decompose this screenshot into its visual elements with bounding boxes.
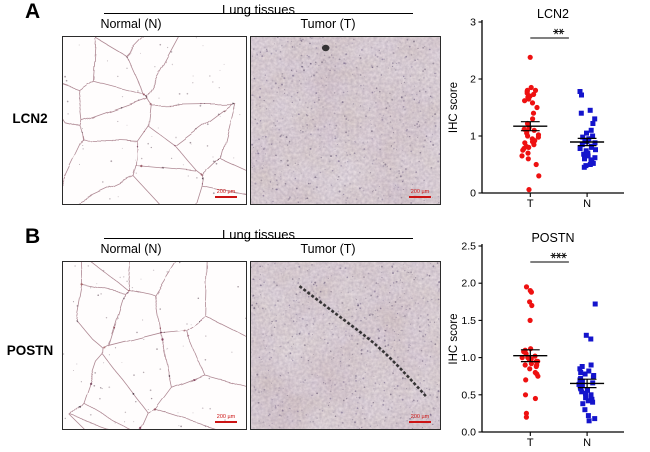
svg-text:IHC score: IHC score (448, 313, 460, 364)
svg-text:T: T (527, 437, 534, 449)
svg-text:2.0: 2.0 (461, 278, 476, 290)
svg-text:T: T (527, 198, 534, 210)
svg-text:1.0: 1.0 (461, 352, 476, 364)
svg-text:N: N (583, 198, 591, 210)
svg-text:N: N (583, 437, 591, 449)
svg-text:IHC score: IHC score (448, 82, 460, 133)
svg-text:0.5: 0.5 (461, 389, 476, 401)
svg-text:LCN2: LCN2 (537, 8, 569, 21)
svg-text:POSTN: POSTN (531, 232, 574, 245)
svg-text:1.5: 1.5 (461, 315, 476, 327)
svg-text:0.0: 0.0 (461, 427, 476, 439)
svg-text:0: 0 (470, 188, 476, 200)
svg-text:2: 2 (470, 74, 476, 86)
svg-text:1: 1 (470, 131, 476, 143)
svg-text:2.5: 2.5 (461, 241, 476, 253)
svg-text:3: 3 (470, 17, 476, 29)
